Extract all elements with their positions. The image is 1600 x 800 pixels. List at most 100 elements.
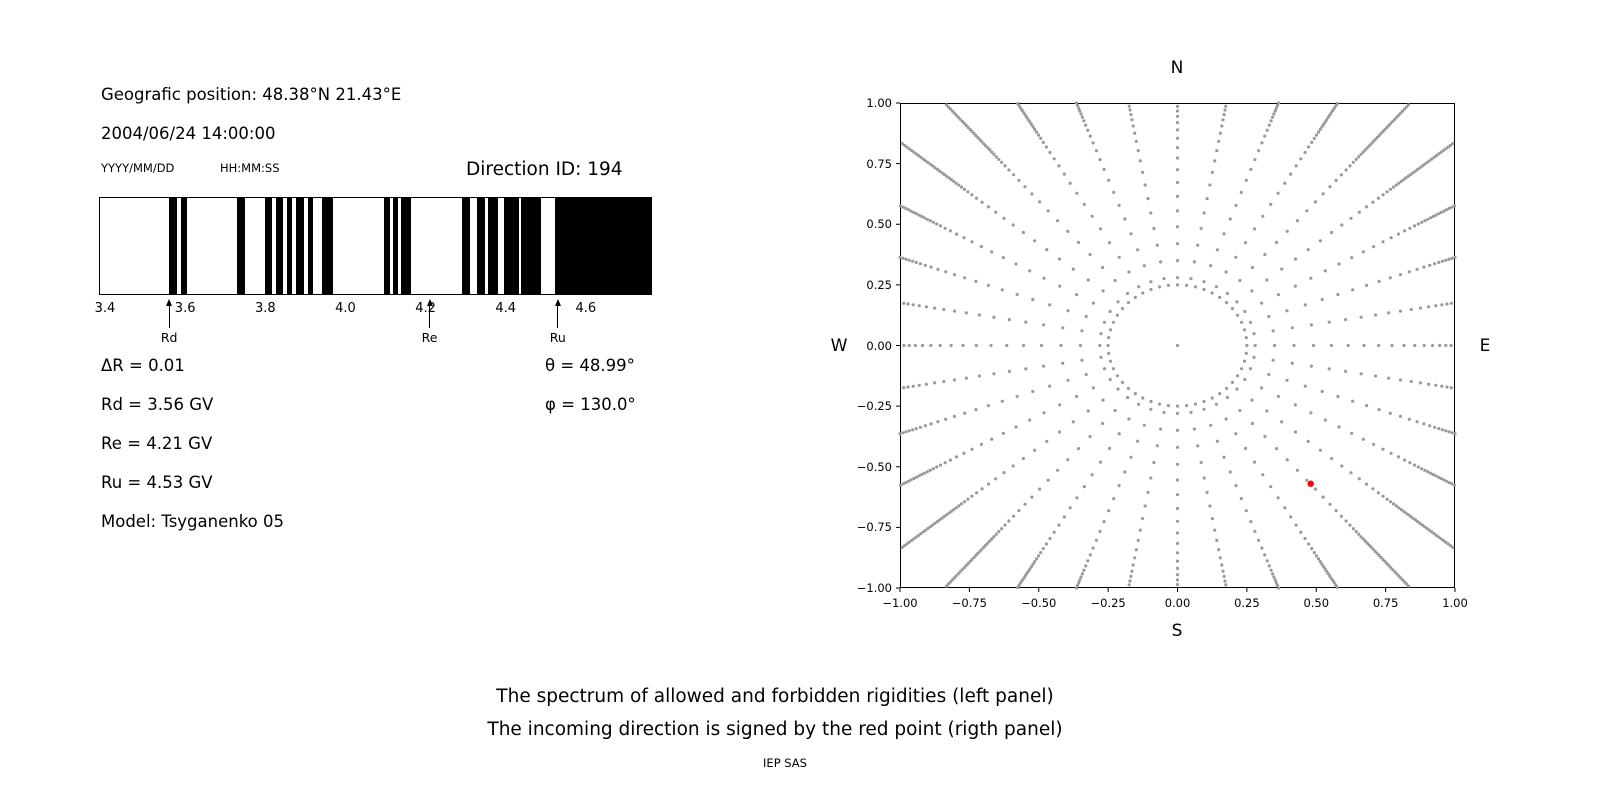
trajectory-dot (931, 523, 935, 527)
trajectory-dot (906, 302, 910, 306)
trajectory-dot (949, 343, 953, 348)
trajectory-dot (1374, 313, 1378, 317)
forbidden-band (296, 198, 304, 294)
trajectory-dot (959, 502, 964, 506)
trajectory-dot (1222, 455, 1226, 459)
scatter-y-tick-label: −0.25 (856, 399, 892, 414)
trajectory-dot (1387, 311, 1391, 315)
trajectory-dot (1309, 276, 1313, 280)
ring-dot (1115, 374, 1119, 378)
trajectory-dot (964, 376, 968, 380)
trajectory-dot (1205, 490, 1209, 494)
trajectory-dot (1062, 172, 1066, 176)
trajectory-dot (1252, 227, 1257, 231)
trajectory-dot (1442, 478, 1446, 482)
trajectory-dot (1175, 180, 1180, 185)
trajectory-dot (1314, 133, 1319, 137)
trajectory-dot (1389, 451, 1393, 455)
trajectory-dot (1269, 568, 1273, 572)
ring-dot (1236, 374, 1240, 378)
ring-dot (1157, 285, 1162, 289)
trajectory-dot (1437, 535, 1441, 539)
trajectory-dot (1449, 386, 1453, 390)
trajectory-dot (1389, 121, 1393, 125)
trajectory-dot (1348, 523, 1352, 527)
trajectory-dot (1057, 430, 1062, 434)
trajectory-dot (1141, 170, 1145, 174)
trajectory-dot (1383, 127, 1387, 132)
trajectory-dot (1076, 447, 1081, 451)
trajectory-dot (1175, 194, 1180, 198)
trajectory-dot (905, 542, 909, 546)
trajectory-dot (907, 540, 911, 544)
trajectory-dot (1385, 125, 1389, 129)
trajectory-dot (1409, 307, 1413, 312)
trajectory-dot (1076, 103, 1080, 108)
trajectory-dot (1396, 455, 1400, 459)
trajectory-dot (1389, 566, 1393, 570)
trajectory-dot (1253, 529, 1257, 533)
trajectory-dot (1444, 208, 1448, 212)
trajectory-dot (1335, 585, 1339, 589)
trajectory-dot (1361, 150, 1365, 154)
trajectory-dot (952, 179, 956, 183)
scatter-x-tick-label: 0.75 (1372, 596, 1399, 610)
trajectory-dot (980, 487, 984, 491)
trajectory-dot (1385, 562, 1389, 566)
trajectory-dot (1444, 429, 1448, 433)
trajectory-dot (1021, 456, 1025, 461)
trajectory-dot (1084, 564, 1088, 568)
trajectory-dot (1088, 252, 1092, 257)
ring-dot (1126, 301, 1130, 305)
trajectory-dot (924, 528, 928, 532)
trajectory-dot (1214, 285, 1218, 289)
trajectory-dot (1033, 239, 1037, 243)
trajectory-dot (1379, 555, 1383, 560)
trajectory-dot (1309, 323, 1313, 327)
trajectory-dot (1398, 273, 1403, 277)
trajectory-dot (1376, 491, 1380, 495)
trajectory-dot (938, 169, 942, 173)
trajectory-dot (1012, 514, 1016, 518)
trajectory-dot (1329, 576, 1333, 580)
trajectory-dot (898, 432, 902, 436)
trajectory-dot (1285, 458, 1289, 462)
trajectory-dot (1045, 439, 1049, 443)
rigidity-spectrum-plot (99, 197, 652, 295)
trajectory-dot (1263, 252, 1267, 257)
trajectory-dot (1323, 418, 1327, 422)
caption-line1: The spectrum of allowed and forbidden ri… (496, 686, 1054, 707)
trajectory-dot (962, 500, 967, 504)
trajectory-dot (1031, 297, 1035, 302)
trajectory-dot (1149, 211, 1153, 215)
trajectory-dot (1285, 309, 1289, 313)
trajectory-dot (1332, 106, 1336, 110)
trajectory-dot (1434, 304, 1438, 308)
trajectory-dot (1038, 200, 1042, 204)
trajectory-dot (1434, 213, 1438, 217)
trajectory-dot (1412, 463, 1417, 467)
trajectory-dot (1082, 485, 1086, 489)
trajectory-dot (1113, 278, 1117, 283)
trajectory-dot (1138, 159, 1142, 163)
trajectory-dot (950, 578, 954, 582)
trajectory-dot (1453, 255, 1457, 259)
trajectory-dot (940, 516, 944, 520)
trajectory-dot (958, 570, 962, 574)
trajectory-dot (914, 212, 919, 216)
trajectory-dot (1433, 425, 1437, 429)
trajectory-dot (1310, 140, 1314, 144)
trajectory-dot (1192, 260, 1196, 264)
trajectory-dot (1425, 526, 1429, 531)
trajectory-dot (1058, 403, 1062, 407)
trajectory-dot (914, 475, 919, 479)
geographic-position-label: Geografic position: 48.38°N 21.43°E (101, 85, 402, 104)
trajectory-dot (977, 374, 981, 378)
trajectory-dot (945, 513, 949, 517)
trajectory-dot (1066, 229, 1070, 233)
trajectory-dot (1293, 284, 1297, 288)
trajectory-dot (1303, 150, 1307, 155)
trajectory-dot (1299, 530, 1303, 534)
incoming-direction-point (1307, 480, 1314, 487)
